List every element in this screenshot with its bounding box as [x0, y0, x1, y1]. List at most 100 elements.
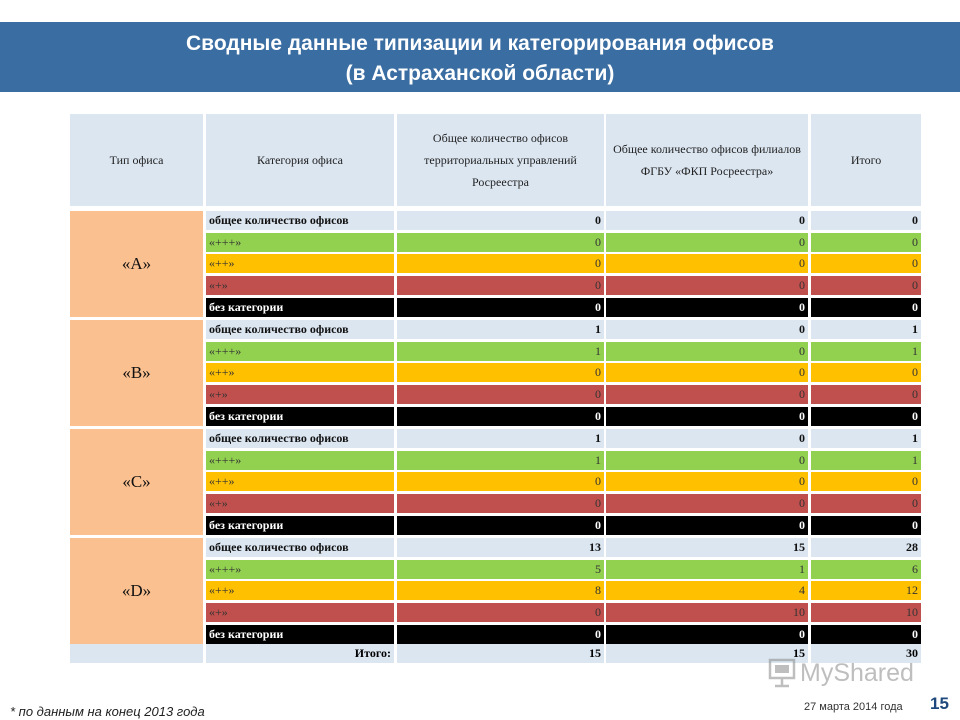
slide-date: 27 марта 2014 года: [804, 701, 903, 713]
category-cell: общее количество офисов: [206, 429, 394, 448]
branch-count-cell: 0: [606, 276, 808, 296]
table-row: «+» 0 0 0: [206, 385, 921, 405]
total-count-cell: 0: [811, 472, 921, 492]
branch-count-cell: 0: [606, 624, 808, 644]
territorial-count-cell: 1: [397, 341, 604, 361]
table-row: «+++» 5 1 6: [206, 559, 921, 579]
total-count-cell: 1: [811, 341, 921, 361]
territorial-count-cell: 13: [397, 538, 604, 557]
category-cell: общее количество офисов: [206, 211, 394, 230]
table-row: «+++» 1 0 1: [206, 341, 921, 361]
total-count-cell: 6: [811, 559, 921, 579]
branch-count-cell: 0: [606, 320, 808, 339]
total-count-cell: 12: [811, 581, 921, 601]
branch-count-cell: 0: [606, 450, 808, 470]
category-cell: без категории: [206, 624, 394, 644]
category-cell: «+»: [206, 385, 394, 405]
table-row: общее количество офисов 1 0 1: [206, 429, 921, 448]
table-row: без категории 0 0 0: [206, 515, 921, 535]
footnote: * по данным на конец 2013 года: [10, 704, 205, 719]
total-count-cell: 0: [811, 494, 921, 514]
territorial-count-cell: 0: [397, 385, 604, 405]
branch-count-cell: 0: [606, 211, 808, 230]
total-count-cell: 0: [811, 254, 921, 274]
total-count-cell: 28: [811, 538, 921, 557]
branch-count-cell: 0: [606, 406, 808, 426]
table-row: «++» 0 0 0: [206, 472, 921, 492]
branch-count-cell: 0: [606, 515, 808, 535]
header-total: Итого: [811, 114, 921, 206]
header-territorial-offices: Общее количество офисов территориальных …: [397, 114, 604, 206]
territorial-count-cell: 0: [397, 363, 604, 383]
summary-value-total: 30: [811, 644, 921, 663]
branch-count-cell: 0: [606, 429, 808, 448]
table-row: без категории 0 0 0: [206, 297, 921, 317]
branch-count-cell: 15: [606, 538, 808, 557]
category-cell: «++»: [206, 581, 394, 601]
territorial-count-cell: 0: [397, 254, 604, 274]
total-count-cell: 0: [811, 276, 921, 296]
branch-count-cell: 1: [606, 559, 808, 579]
total-count-cell: 0: [811, 297, 921, 317]
table-row: «++» 0 0 0: [206, 363, 921, 383]
branch-count-cell: 0: [606, 341, 808, 361]
branch-count-cell: 0: [606, 385, 808, 405]
watermark-text: MyShared: [800, 658, 914, 687]
slide-title: Сводные данные типизации и категорирован…: [186, 32, 774, 55]
territorial-count-cell: 0: [397, 232, 604, 252]
category-cell: без категории: [206, 297, 394, 317]
total-count-cell: 0: [811, 363, 921, 383]
territorial-count-cell: 0: [397, 472, 604, 492]
category-cell: «+»: [206, 603, 394, 623]
slide-title-bar: Сводные данные типизации и категорирован…: [0, 22, 960, 92]
table-row: общее количество офисов 1 0 1: [206, 320, 921, 339]
territorial-count-cell: 0: [397, 515, 604, 535]
territorial-count-cell: 0: [397, 494, 604, 514]
total-count-cell: 1: [811, 429, 921, 448]
territorial-count-cell: 1: [397, 450, 604, 470]
total-count-cell: 0: [811, 406, 921, 426]
territorial-count-cell: 0: [397, 211, 604, 230]
office-type-cell: «А»: [70, 211, 203, 317]
table-row: «++» 8 4 12: [206, 581, 921, 601]
branch-count-cell: 0: [606, 494, 808, 514]
category-cell: «+++»: [206, 559, 394, 579]
territorial-count-cell: 0: [397, 406, 604, 426]
table-row: без категории 0 0 0: [206, 406, 921, 426]
header-branch-offices: Общее количество офисов филиалов ФГБУ «Ф…: [606, 114, 808, 206]
total-count-cell: 10: [811, 603, 921, 623]
branch-count-cell: 4: [606, 581, 808, 601]
presentation-icon: [768, 658, 796, 688]
summary-value-branch: 15: [606, 644, 808, 663]
territorial-count-cell: 1: [397, 429, 604, 448]
table-row: «++» 0 0 0: [206, 254, 921, 274]
territorial-count-cell: 0: [397, 297, 604, 317]
category-cell: «++»: [206, 254, 394, 274]
table-row: «+» 0 10 10: [206, 603, 921, 623]
category-cell: «++»: [206, 472, 394, 492]
branch-count-cell: 0: [606, 472, 808, 492]
office-type-cell: «С»: [70, 429, 203, 535]
office-type-cell: «D»: [70, 538, 203, 644]
branch-count-cell: 0: [606, 232, 808, 252]
table-row: «+++» 1 0 1: [206, 450, 921, 470]
territorial-count-cell: 1: [397, 320, 604, 339]
branch-count-cell: 0: [606, 297, 808, 317]
summary-value-territorial: 15: [397, 644, 604, 663]
category-cell: общее количество офисов: [206, 538, 394, 557]
office-type-cell: «В»: [70, 320, 203, 426]
summary-empty-cell: [70, 644, 203, 663]
category-cell: «+++»: [206, 450, 394, 470]
total-count-cell: 0: [811, 385, 921, 405]
total-count-cell: 0: [811, 624, 921, 644]
total-count-cell: 1: [811, 320, 921, 339]
branch-count-cell: 0: [606, 254, 808, 274]
branch-count-cell: 10: [606, 603, 808, 623]
territorial-count-cell: 0: [397, 276, 604, 296]
table-row: общее количество офисов 0 0 0: [206, 211, 921, 230]
category-cell: общее количество офисов: [206, 320, 394, 339]
header-office-type: Тип офиса: [70, 114, 203, 206]
category-cell: без категории: [206, 406, 394, 426]
table-row: общее количество офисов 13 15 28: [206, 538, 921, 557]
category-cell: без категории: [206, 515, 394, 535]
